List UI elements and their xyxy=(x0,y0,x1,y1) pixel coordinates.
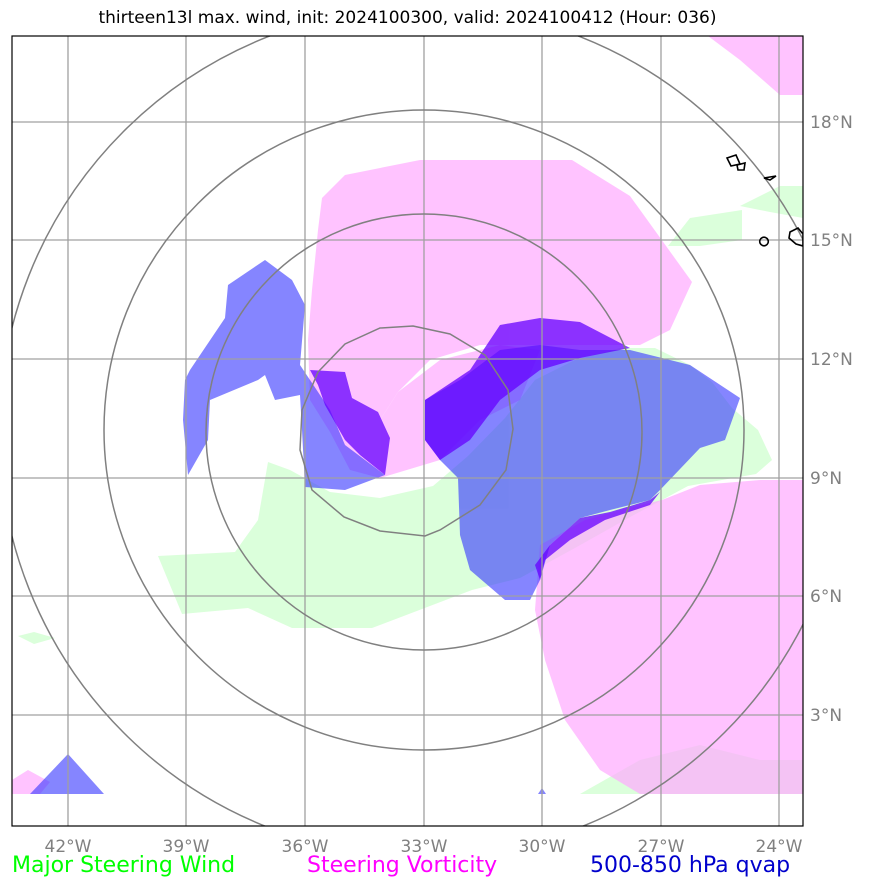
lon-tick-label: 24°W xyxy=(756,837,803,857)
lon-tick-label: 39°W xyxy=(163,837,210,857)
legend-steering-wind: Major Steering Wind xyxy=(12,853,236,878)
lat-tick-label: 15°N xyxy=(810,231,853,251)
map-title: thirteen13l max. wind, init: 2024100300,… xyxy=(98,8,717,28)
lon-tick-label: 33°W xyxy=(401,837,448,857)
land-outlines xyxy=(725,154,803,247)
steering-wind-area xyxy=(18,632,55,644)
qvap-high-area xyxy=(535,492,660,580)
range-ring xyxy=(299,325,514,537)
range-rings xyxy=(12,36,803,826)
qvap-high-layer xyxy=(310,318,660,580)
qvap-area xyxy=(30,754,104,794)
lat-tick-labels: 18°N 15°N 12°N 9°N 6°N 3°N xyxy=(810,113,853,726)
qvap-area xyxy=(183,260,385,490)
island-outline xyxy=(763,175,777,181)
lon-tick-label: 30°W xyxy=(519,837,566,857)
lon-tick-label: 36°W xyxy=(282,837,329,857)
lon-tick-label: 27°W xyxy=(638,837,685,857)
island-outline xyxy=(736,161,746,171)
lon-tick-label: 42°W xyxy=(45,837,92,857)
lat-tick-label: 6°N xyxy=(810,587,842,607)
legend-qvap: 500-850 hPa qvap xyxy=(590,853,791,878)
range-ring xyxy=(205,213,643,651)
island-outline xyxy=(788,227,803,247)
range-ring xyxy=(103,109,745,751)
legend-steering-vorticity: Steering Vorticity xyxy=(307,853,498,878)
qvap-high-area xyxy=(310,370,390,475)
steering-wind-area xyxy=(668,210,742,246)
map-frame xyxy=(11,35,804,827)
island-outline xyxy=(758,236,770,247)
lat-tick-label: 3°N xyxy=(810,706,842,726)
lat-tick-label: 9°N xyxy=(810,469,842,489)
qvap-high-area xyxy=(425,318,630,460)
lat-tick-label: 12°N xyxy=(810,350,853,370)
lon-tick-labels: 42°W 39°W 36°W 33°W 30°W 27°W 24°W xyxy=(45,837,803,857)
lat-tick-label: 18°N xyxy=(810,113,853,133)
gridlines xyxy=(12,36,803,826)
